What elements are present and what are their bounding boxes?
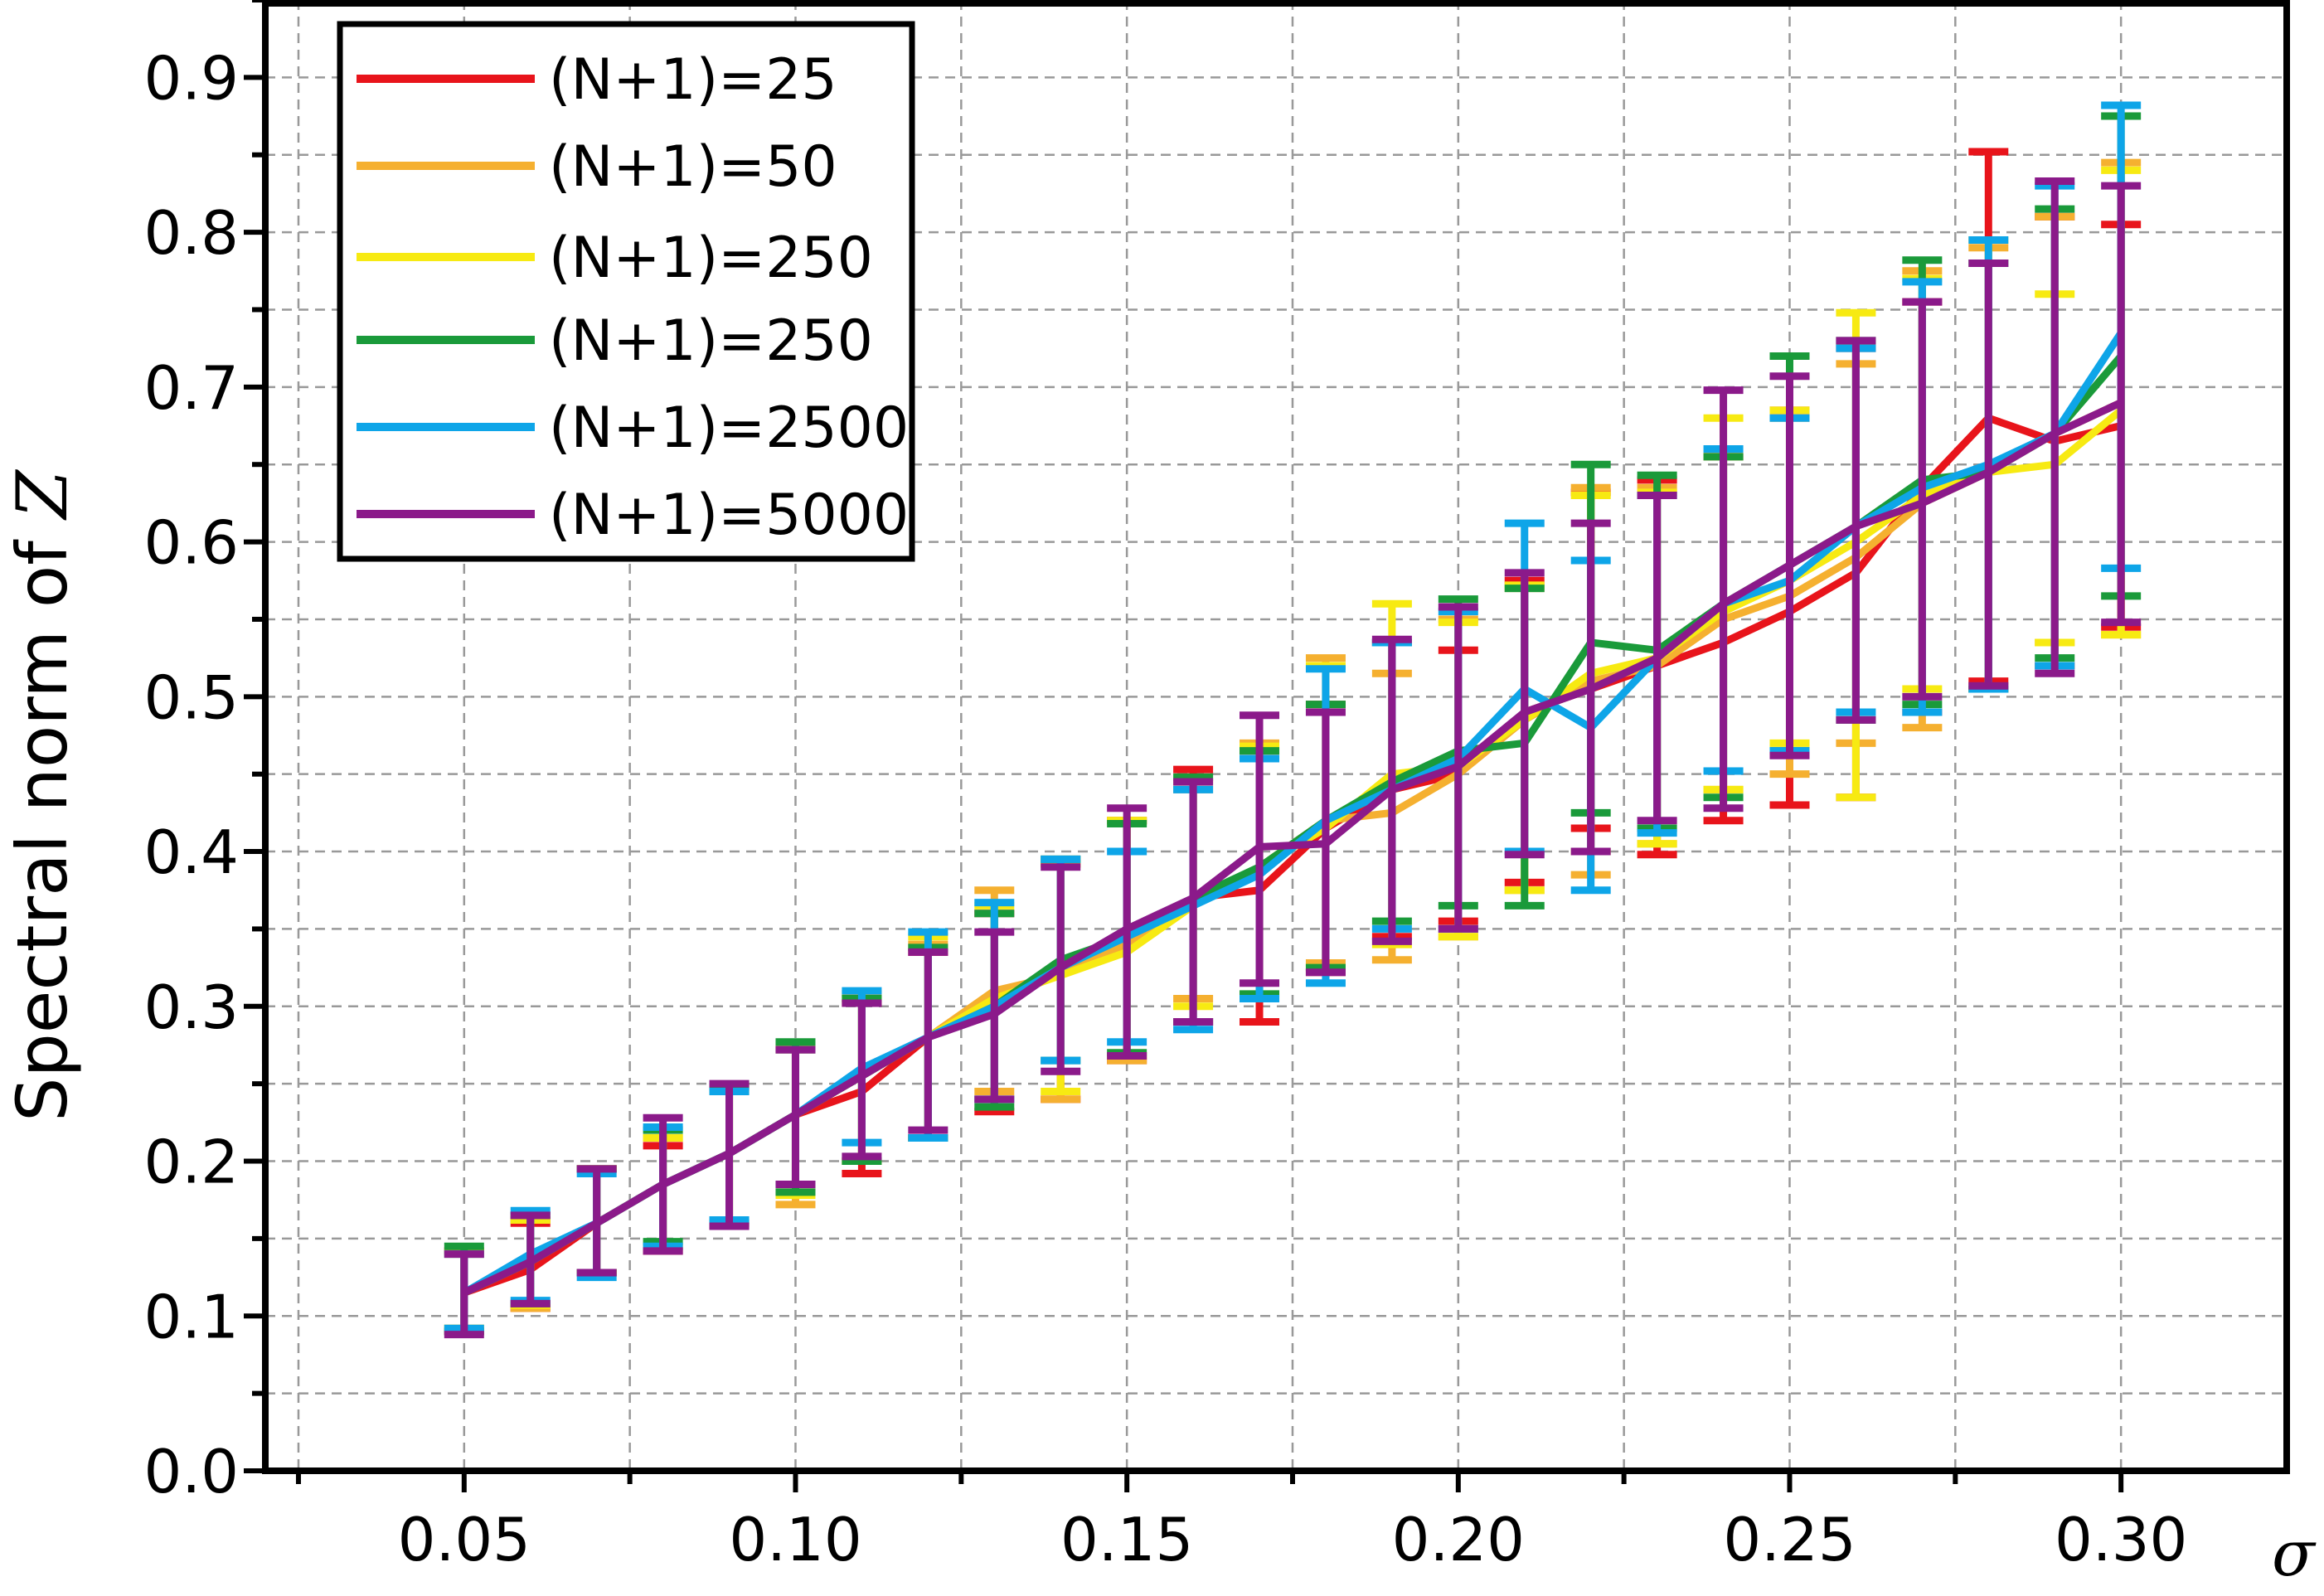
y-tick-label: 0.1 <box>143 1282 239 1351</box>
plot-frame <box>262 0 2290 1474</box>
y-tick-label: 0.3 <box>143 973 239 1042</box>
y-tick-label: 0.8 <box>143 198 239 268</box>
x-tick-label: 0.25 <box>1723 1505 1856 1574</box>
legend-label: (N+1)=50 <box>549 134 837 200</box>
y-axis-label-symbol: Z <box>2 469 83 521</box>
axes: 0.05 0.10 0.15 0.20 0.25 0.30 0.0 0.1 0.2 0.3 0.4 0… <box>143 0 2187 1574</box>
y-tick-label: 0.0 <box>143 1437 239 1506</box>
y-tick-label: 0.7 <box>143 353 239 423</box>
x-tick-label: 0.30 <box>2055 1505 2187 1574</box>
legend-box <box>337 21 915 562</box>
x-tick-label: 0.15 <box>1060 1505 1193 1574</box>
x-tick-label: 0.20 <box>1392 1505 1525 1574</box>
legend-label: (N+1)=250 <box>549 308 873 374</box>
x-tick-label: 0.05 <box>398 1505 531 1574</box>
y-tick-label: 0.2 <box>143 1128 239 1197</box>
y-tick-label: 0.6 <box>143 508 239 578</box>
legend-label: (N+1)=25 <box>549 47 837 113</box>
legend-label: (N+1)=5000 <box>549 483 909 548</box>
y-axis-label: Spectral norm of Z <box>2 469 83 1122</box>
legend-label: (N+1)=2500 <box>549 395 909 461</box>
series-5 <box>444 177 2142 1339</box>
series-line <box>462 399 2123 1297</box>
y-tick-label: 0.4 <box>143 817 239 887</box>
y-tick-label: 0.9 <box>143 43 239 113</box>
legend: (N+1)=25 (N+1)=50 (N+1)=250 (N+1)=250 (N+1)=… <box>337 21 915 562</box>
x-tick-label: 0.10 <box>729 1505 861 1574</box>
y-tick-label: 0.5 <box>143 662 239 732</box>
series-layer <box>444 101 2142 1339</box>
x-axis-label: σ <box>2272 1516 2317 1590</box>
legend-label: (N+1)=250 <box>549 226 873 291</box>
